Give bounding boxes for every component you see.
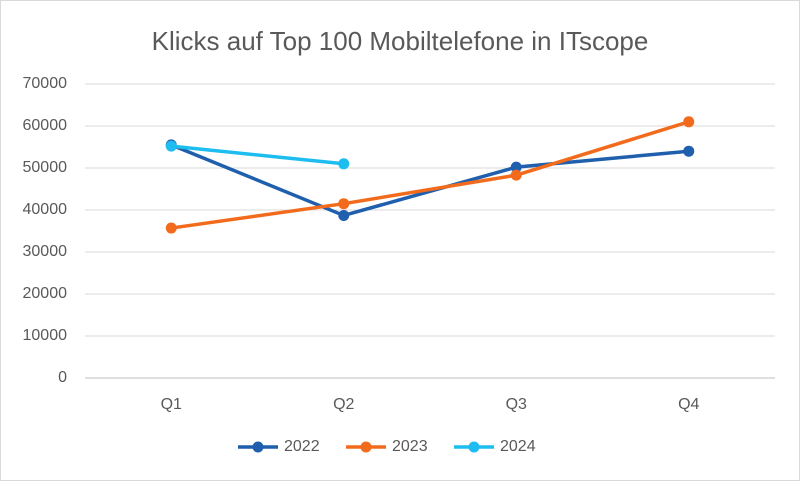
y-tick-label: 30000 [23,243,68,260]
y-tick-label: 60000 [23,117,68,134]
data-point [338,158,350,170]
legend-label: 2024 [500,438,536,455]
legend-label: 2022 [284,438,320,455]
legend-marker [360,441,372,453]
x-tick-label: Q1 [161,396,182,413]
chart-title: Klicks auf Top 100 Mobiltelefone in ITsc… [152,26,649,56]
x-tick-label: Q2 [333,396,354,413]
data-point [165,222,177,234]
legend-label: 2023 [392,438,428,455]
series-line [171,120,690,230]
y-tick-label: 10000 [23,327,68,344]
y-tick-label: 0 [58,369,67,386]
series-line [170,143,689,218]
data-point [338,198,350,210]
y-tick-label: 50000 [23,159,68,176]
data-point [165,140,177,152]
x-tick-label: Q4 [678,396,699,413]
data-point [338,209,350,221]
y-tick-label: 40000 [23,201,68,218]
series-line [171,144,344,166]
data-point [683,116,695,128]
data-point [510,161,522,173]
y-tick-label: 20000 [23,285,68,302]
legend-marker [468,441,480,453]
data-point [510,169,522,181]
legend-marker [252,441,264,453]
x-tick-label: Q3 [506,396,527,413]
y-tick-label: 70000 [23,75,68,92]
data-point [683,145,695,157]
